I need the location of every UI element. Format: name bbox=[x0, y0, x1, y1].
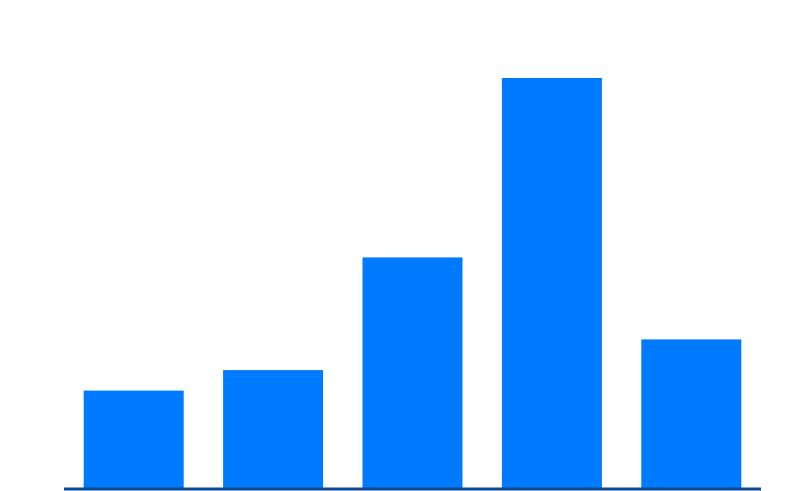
bar-3 bbox=[362, 257, 463, 488]
bar-1 bbox=[83, 390, 184, 488]
bar-5 bbox=[641, 339, 742, 488]
bar-4 bbox=[501, 78, 602, 488]
bars-group bbox=[83, 78, 742, 488]
bar-2 bbox=[223, 370, 324, 488]
